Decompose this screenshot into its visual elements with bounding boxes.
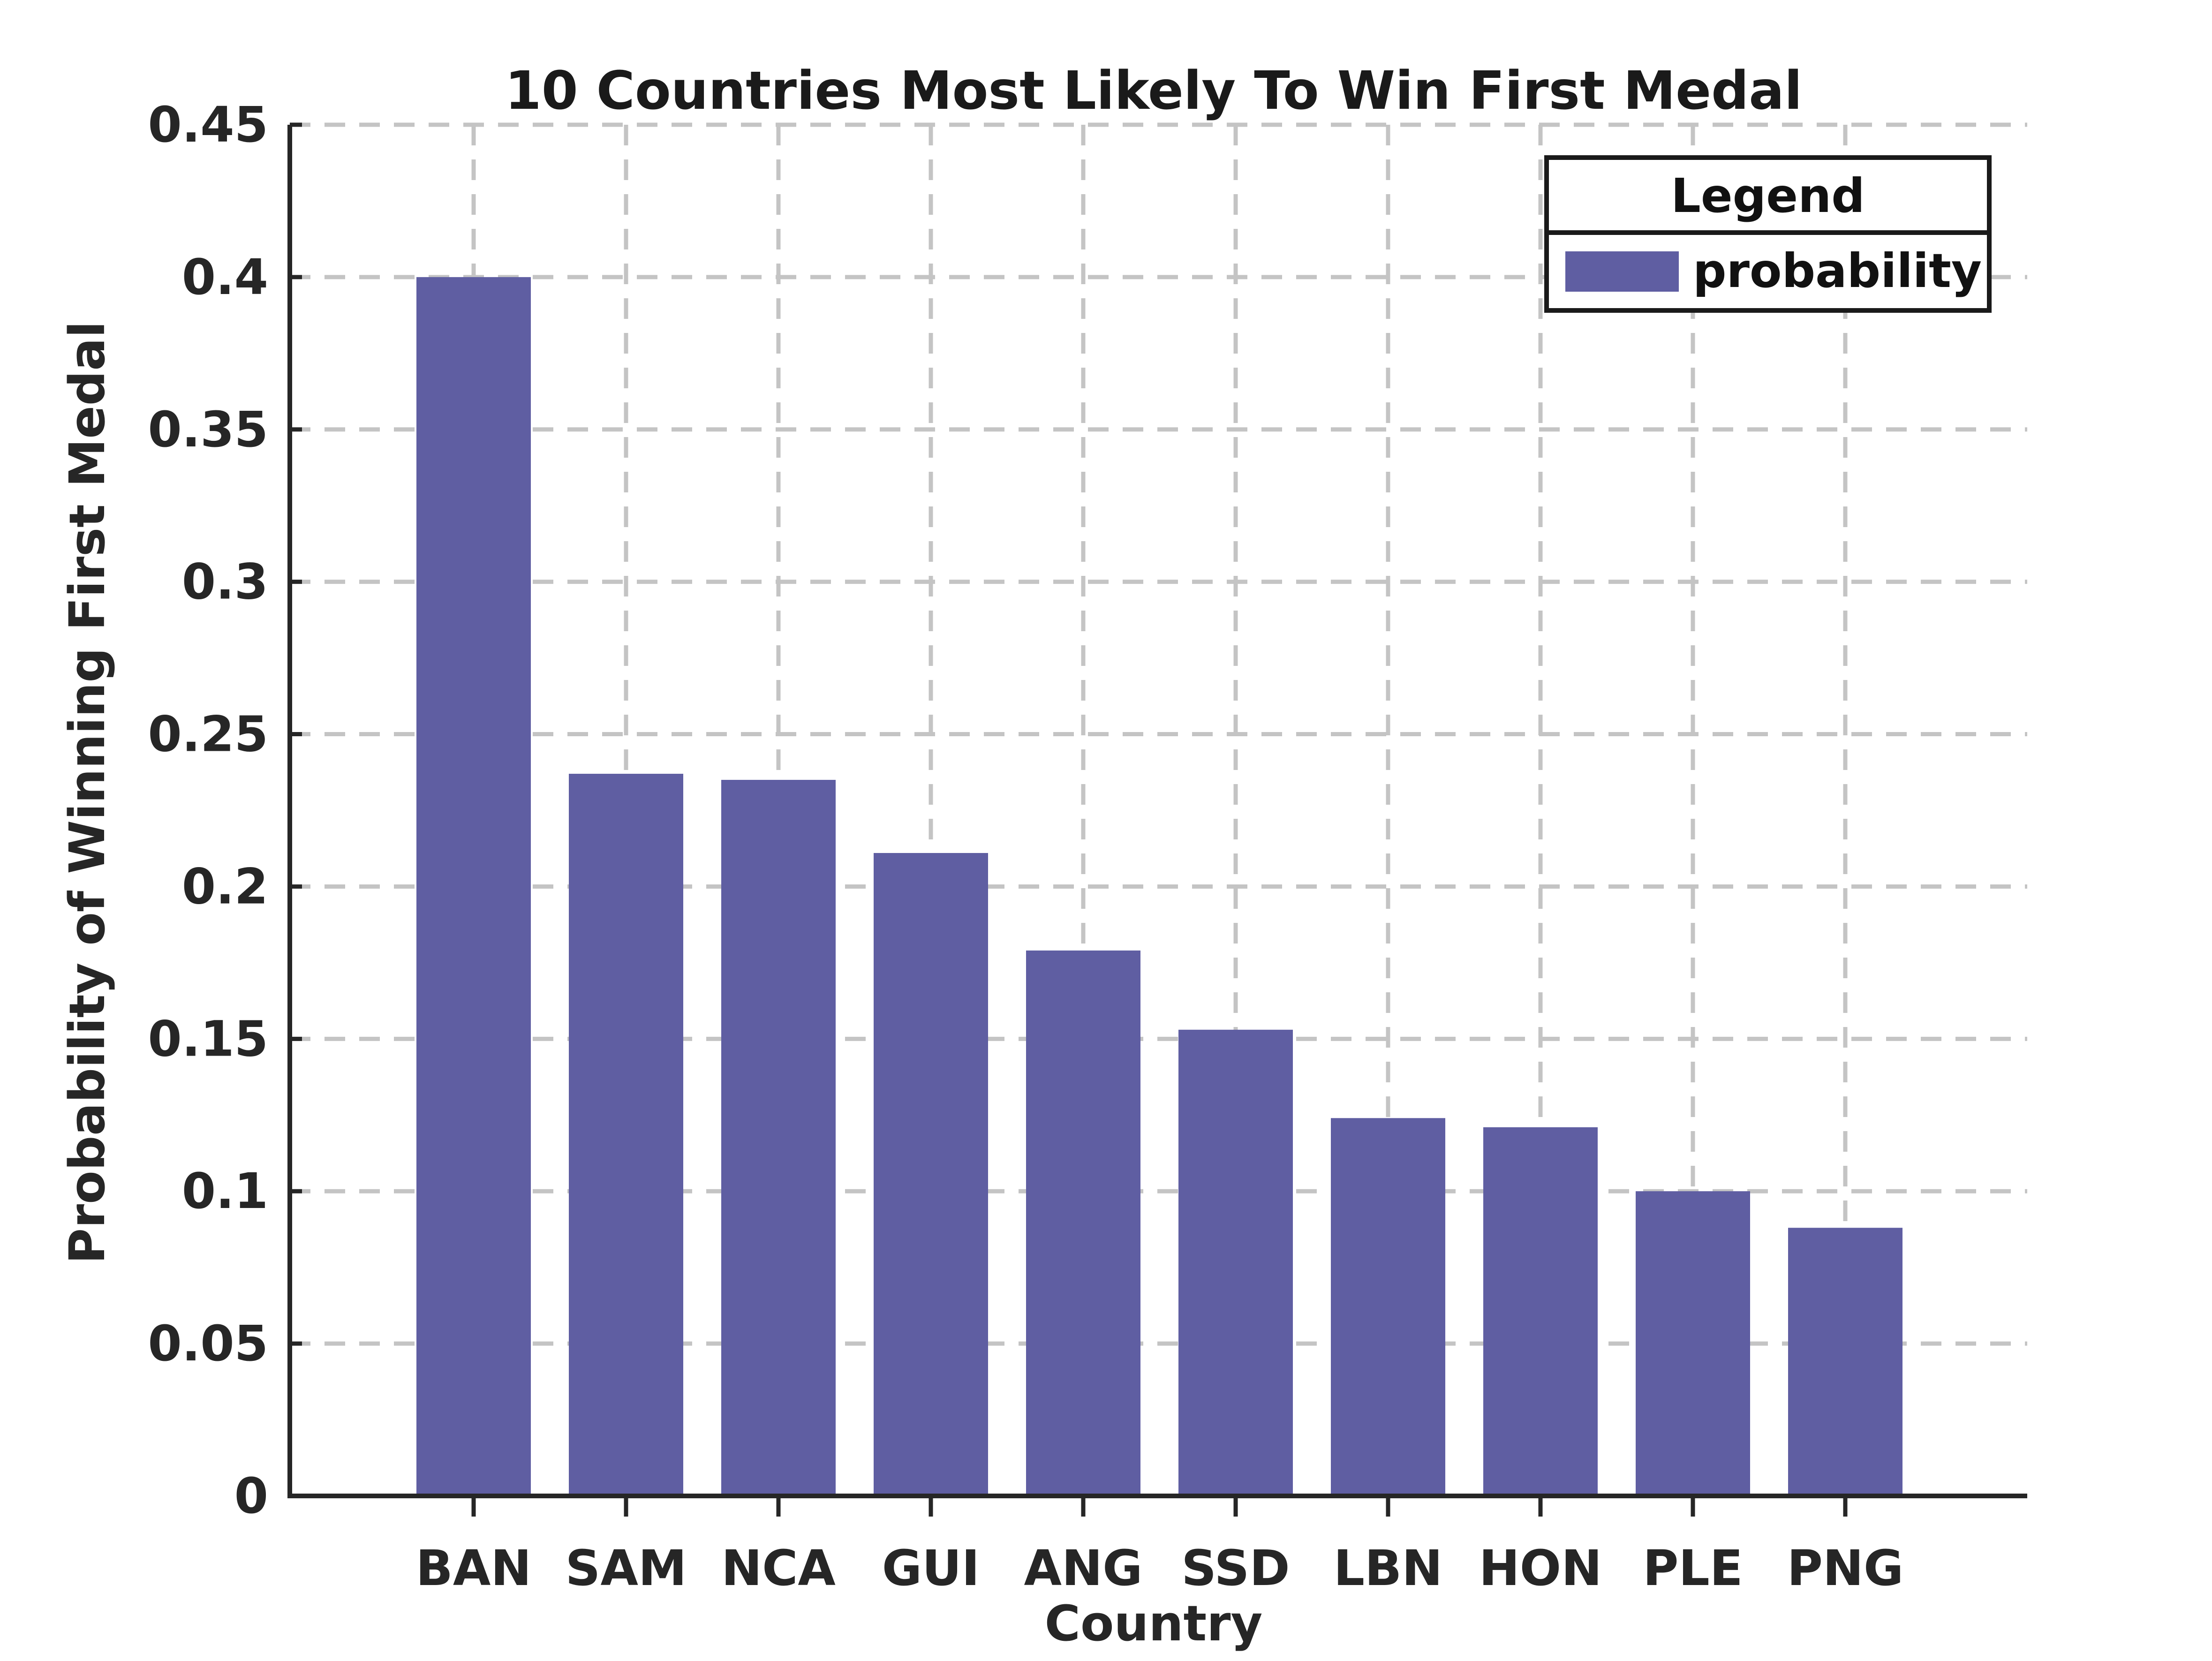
y-axis-ticks: 0 0.05 0.1 0.15 0.2 0.25 0.3 0.35 0.4 0.45	[148, 96, 302, 1525]
bars	[416, 277, 1902, 1496]
x-tick-label-nca: NCA	[721, 1540, 836, 1597]
legend-swatch	[1565, 251, 1679, 292]
y-tick-label: 0.35	[148, 401, 268, 458]
x-tick-label-sam: SAM	[566, 1540, 687, 1597]
bar-nca	[721, 780, 836, 1496]
y-tick-label: 0.3	[182, 553, 268, 611]
y-tick-label: 0.1	[182, 1163, 268, 1220]
legend-title: Legend	[1671, 168, 1865, 223]
y-tick-label: 0	[234, 1467, 268, 1525]
bar-sam	[569, 774, 683, 1496]
x-tick-label-ple: PLE	[1643, 1540, 1743, 1597]
x-tick-label-gui: GUI	[882, 1540, 980, 1597]
y-tick-label: 0.15	[148, 1010, 268, 1067]
y-tick-label: 0.4	[182, 249, 268, 306]
x-axis-ticks: BAN SAM NCA GUI ANG SSD LBN HON PLE PNG	[416, 1496, 1904, 1597]
y-axis-label: Probability of Winning First Medal	[59, 321, 116, 1264]
y-tick-label: 0.25	[148, 706, 268, 763]
x-tick-label-lbn: LBN	[1334, 1540, 1443, 1597]
bar-ang	[1026, 950, 1140, 1496]
bar-ple	[1636, 1191, 1750, 1496]
legend-entry-probability: probability	[1693, 243, 1982, 298]
y-tick-label: 0.2	[182, 858, 268, 915]
x-tick-label-ang: ANG	[1024, 1540, 1143, 1597]
chart-title: 10 Countries Most Likely To Win First Me…	[505, 60, 1802, 121]
bar-ssd	[1178, 1029, 1293, 1496]
bar-lbn	[1331, 1118, 1445, 1496]
axes	[287, 125, 2027, 1498]
bar-hon	[1483, 1127, 1598, 1496]
x-tick-label-ssd: SSD	[1181, 1540, 1290, 1597]
y-tick-label: 0.45	[148, 96, 268, 153]
y-tick-label: 0.05	[148, 1315, 268, 1372]
bar-gui	[874, 853, 988, 1496]
x-tick-label-hon: HON	[1479, 1540, 1602, 1597]
legend: Legend probability	[1544, 155, 1992, 313]
x-axis-label: Country	[1045, 1595, 1263, 1652]
bar-png	[1788, 1228, 1902, 1496]
x-tick-label-png: PNG	[1787, 1540, 1904, 1597]
bar-ban	[416, 277, 531, 1496]
x-tick-label-ban: BAN	[416, 1540, 532, 1597]
